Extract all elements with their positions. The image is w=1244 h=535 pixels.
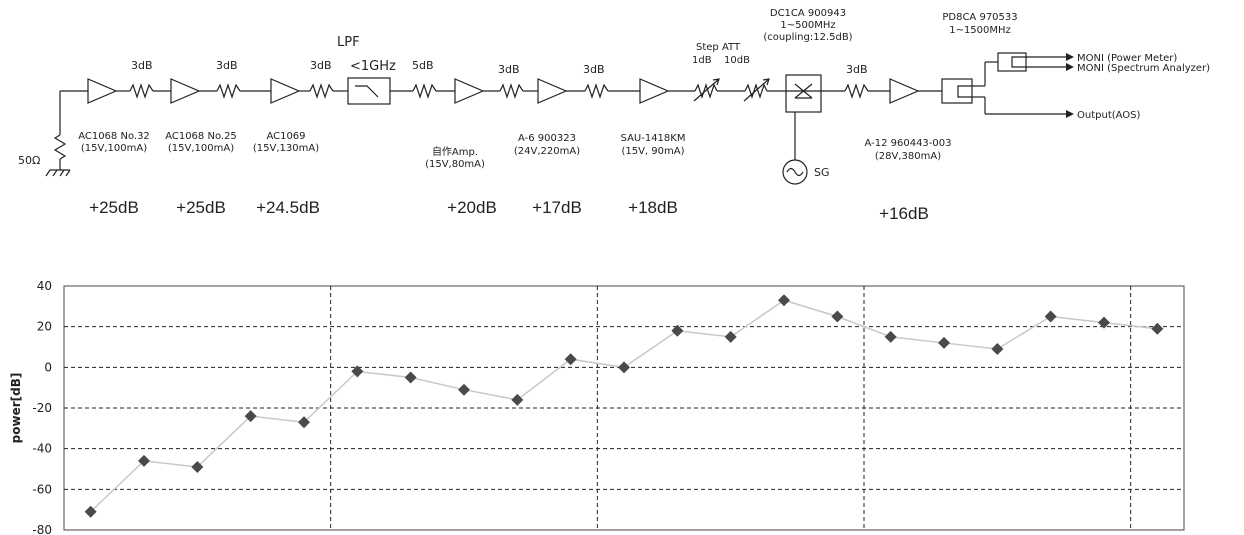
amp-model: A-6 900323	[518, 133, 576, 144]
y-tick-label: -80	[32, 523, 52, 535]
y-tick-label: -20	[32, 401, 52, 415]
amp-spec: (15V,80mA)	[425, 159, 485, 170]
data-point	[1044, 310, 1057, 323]
amp-model: AC1068 No.25	[165, 131, 237, 142]
step-att-fine: 10dB	[724, 55, 750, 66]
amp-spec: (15V,100mA)	[168, 143, 234, 154]
series-line	[90, 299, 1158, 513]
step-att-coarse: 1dB	[692, 55, 712, 66]
amp-model: AC1069	[266, 131, 305, 142]
data-point	[458, 383, 470, 396]
pad-label: 3dB	[583, 63, 605, 76]
data-point	[564, 353, 577, 366]
amp-model: SAU-1418KM	[621, 133, 686, 144]
y-tick-label: 40	[37, 279, 52, 293]
amp-spec: (15V, 90mA)	[621, 146, 684, 157]
amp-spec: (15V,130mA)	[253, 143, 319, 154]
y-tick-label: -40	[32, 442, 52, 456]
data-point	[724, 330, 737, 343]
amplifier-chain-diagram: 50Ω 3dB 3dB 3dB 5dB 3dB 3dB 3dB LPF <1GH…	[18, 8, 1210, 223]
splitter-model: PD8CA 970533	[942, 12, 1017, 23]
splitter-range: 1~1500MHz	[949, 25, 1011, 36]
data-point	[1098, 316, 1110, 329]
data-point	[191, 460, 204, 473]
amp-spec: (28V,380mA)	[875, 151, 941, 162]
data-point	[884, 330, 897, 343]
data-point	[1151, 322, 1164, 335]
chart-points	[84, 294, 1164, 518]
coupler-coupling: (coupling:12.5dB)	[763, 32, 852, 43]
data-point	[778, 294, 790, 307]
sg-label: SG	[814, 166, 830, 179]
chart-series-line	[90, 299, 1158, 513]
data-point	[831, 310, 844, 323]
data-point	[298, 416, 310, 429]
pad-label: 5dB	[412, 59, 434, 72]
data-point	[244, 410, 257, 423]
data-point	[938, 336, 950, 349]
data-point	[84, 505, 97, 518]
output-label: MONI (Power Meter)	[1077, 53, 1177, 64]
amp-model: 自作Amp.	[432, 145, 478, 158]
chart-y-ticks: 40 20 0 -20 -40 -60 -80	[32, 279, 52, 535]
data-point	[138, 454, 150, 467]
output-label: Output(AOS)	[1077, 110, 1141, 121]
amp-gain: +16dB	[879, 204, 929, 223]
amp-gain: +25dB	[89, 198, 139, 217]
y-tick-label: 0	[44, 360, 52, 374]
power-chart: 40 20 0 -20 -40 -60 -80 power[dB]	[9, 279, 1185, 535]
pad-label: 3dB	[498, 63, 520, 76]
amp-gain: +24.5dB	[256, 198, 320, 217]
data-point	[404, 371, 417, 384]
output-label: MONI (Spectrum Analyzer)	[1077, 63, 1210, 74]
pad-label: 3dB	[216, 59, 238, 72]
amp-gain: +17dB	[532, 198, 582, 217]
pad-label: 3dB	[131, 59, 153, 72]
amp-model: AC1068 No.32	[78, 131, 150, 142]
data-point	[351, 365, 364, 378]
data-point	[618, 361, 630, 374]
amp-gain: +25dB	[176, 198, 226, 217]
coupler-range: 1~500MHz	[780, 20, 835, 31]
amp-spec: (24V,220mA)	[514, 146, 580, 157]
data-point	[671, 324, 684, 337]
lpf-spec: <1GHz	[350, 59, 396, 74]
amp-model: A-12 960443-003	[864, 138, 951, 149]
y-axis-label: power[dB]	[9, 373, 23, 444]
lpf-title: LPF	[337, 35, 360, 50]
pad-label: 3dB	[310, 59, 332, 72]
data-point	[991, 343, 1004, 356]
chart-grid	[63, 285, 1185, 531]
step-att-title: Step ATT	[696, 42, 741, 53]
termination-label: 50Ω	[18, 154, 40, 167]
data-point	[511, 393, 524, 406]
amp-gain: +20dB	[447, 198, 497, 217]
coupler-model: DC1CA 900943	[770, 8, 846, 19]
pad-label: 3dB	[846, 63, 868, 76]
amp-gain: +18dB	[628, 198, 678, 217]
y-tick-label: -60	[32, 482, 52, 496]
amp-spec: (15V,100mA)	[81, 143, 147, 154]
y-tick-label: 20	[37, 320, 52, 334]
